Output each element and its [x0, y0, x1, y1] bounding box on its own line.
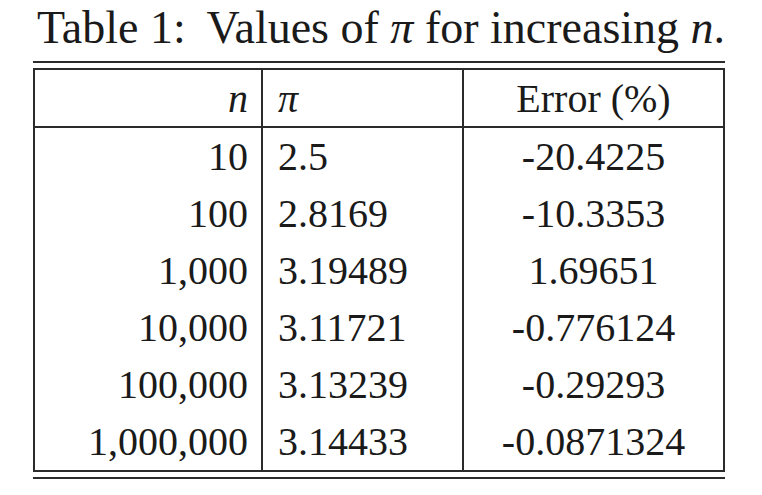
cell-n: 10,000 — [35, 299, 263, 356]
pi-hat-value: 3.19489 — [278, 247, 408, 294]
table-header-row: n ˆπ Error (%) — [35, 70, 723, 128]
cell-pi-hat: 3.14433 — [263, 413, 464, 470]
cell-pi-hat: 3.13239 — [263, 356, 464, 413]
error-value: -0.29293 — [522, 361, 665, 408]
hat-accent: ˆ — [395, 0, 408, 25]
n-value: 100 — [188, 190, 248, 237]
cell-pi-hat: 2.8169 — [263, 185, 464, 242]
pi-hat-value: 3.14433 — [278, 418, 408, 465]
pi-hat-value: 3.13239 — [278, 361, 408, 408]
header-n-label: n — [228, 75, 248, 122]
n-value: 1,000,000 — [88, 418, 248, 465]
header-cell-pi-hat: ˆπ — [263, 70, 464, 126]
cell-error: -0.776124 — [464, 299, 723, 356]
n-value: 10,000 — [138, 304, 248, 351]
header-cell-n: n — [35, 70, 263, 126]
cell-pi-hat: 3.19489 — [263, 242, 464, 299]
pi-hat-symbol: ˆπ — [278, 75, 298, 122]
cell-pi-hat: 3.11721 — [263, 299, 464, 356]
table-row: 10,000 3.11721 -0.776124 — [35, 299, 723, 356]
header-error-label: Error (%) — [516, 75, 670, 122]
cell-error: -0.0871324 — [464, 413, 723, 470]
error-value: -0.776124 — [512, 304, 675, 351]
table-row: 1,000,000 3.14433 -0.0871324 — [35, 413, 723, 470]
pi-hat-value: 2.5 — [278, 133, 328, 180]
error-value: -10.3353 — [522, 190, 665, 237]
header-cell-error: Error (%) — [464, 70, 723, 126]
hat-accent: ˆ — [282, 70, 293, 94]
error-value: -0.0871324 — [502, 418, 685, 465]
cell-pi-hat: 2.5 — [263, 128, 464, 185]
table-row: 100 2.8169 -10.3353 — [35, 185, 723, 242]
table-row: 10 2.5 -20.4225 — [35, 128, 723, 185]
pi-hat-value: 3.11721 — [278, 304, 407, 351]
cell-error: -10.3353 — [464, 185, 723, 242]
table-row: 100,000 3.13239 -0.29293 — [35, 356, 723, 413]
page: Table 1: Values of ˆπ for increasing n. … — [0, 0, 762, 495]
cell-n: 10 — [35, 128, 263, 185]
pi-hat-symbol: ˆπ — [390, 2, 413, 54]
cell-error: -0.29293 — [464, 356, 723, 413]
caption-period: . — [714, 2, 726, 53]
caption-label: Table 1: — [37, 2, 186, 53]
n-variable: n — [691, 2, 714, 53]
bottom-rule-outer — [33, 477, 725, 479]
error-value: -20.4225 — [522, 133, 665, 180]
table-box: n ˆπ Error (%) 10 2.5 -20.4225 100 2.816… — [33, 68, 725, 472]
caption-text-before-pi: Values of — [206, 2, 378, 53]
cell-n: 1,000 — [35, 242, 263, 299]
caption-text-after-pi: for increasing — [425, 2, 679, 53]
cell-n: 100,000 — [35, 356, 263, 413]
table-row: 1,000 3.19489 1.69651 — [35, 242, 723, 299]
table: n ˆπ Error (%) 10 2.5 -20.4225 100 2.816… — [33, 61, 725, 479]
table-caption: Table 1: Values of ˆπ for increasing n. — [0, 0, 762, 54]
cell-error: 1.69651 — [464, 242, 723, 299]
n-value: 100,000 — [118, 361, 248, 408]
error-value: 1.69651 — [529, 247, 659, 294]
cell-n: 100 — [35, 185, 263, 242]
cell-n: 1,000,000 — [35, 413, 263, 470]
cell-error: -20.4225 — [464, 128, 723, 185]
n-value: 10 — [208, 133, 248, 180]
n-value: 1,000 — [158, 247, 248, 294]
pi-hat-value: 2.8169 — [278, 190, 388, 237]
